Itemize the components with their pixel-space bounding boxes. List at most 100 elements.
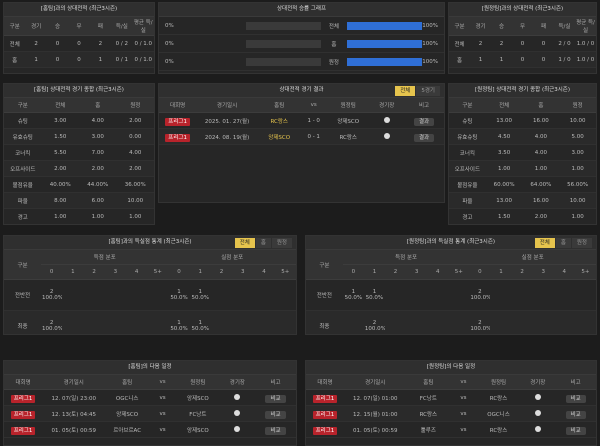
header-row: 구분 전체 홈 원정: [449, 98, 596, 113]
row: 슈팅 13.00 16.00 10.00: [449, 112, 596, 129]
cell: 0: [68, 35, 90, 52]
cell: 1.50: [41, 128, 79, 145]
panel-title: [홈팀]과의 득실점 통계 (최근3시즌) 전체 홈 원정: [4, 236, 296, 250]
column-header: 구분: [449, 17, 470, 36]
cell: [219, 389, 256, 406]
sub-header: 5+: [448, 264, 470, 280]
title-text: [홈팀]과의 득실점 통계 (최근3시즌): [108, 239, 192, 245]
cell: 볼점유율: [449, 176, 486, 193]
away-team: 앙제SCO: [326, 112, 370, 129]
cell: 2.00: [522, 208, 560, 224]
graph-row: 0% 전체 100%: [159, 17, 444, 35]
row: 프리그1 12. 07(일) 23:00 OGC니스 vs 앙제SCO 비교: [4, 389, 296, 406]
note-button[interactable]: 결과: [413, 117, 435, 126]
row: 프리그1 12. 13(토) 04:45 앙제SCO vs FC낭트 비교: [4, 405, 296, 422]
sub-header: 3: [532, 264, 554, 280]
league-badge: 프리그1: [165, 117, 190, 126]
stadium-icon: [534, 426, 541, 433]
sub-header: 2: [83, 264, 105, 280]
percent: 100.0%: [470, 295, 491, 301]
cell: 전체: [449, 35, 470, 52]
cell: [210, 310, 233, 334]
cell: 프리그1: [306, 421, 344, 438]
vs: vs: [450, 389, 477, 406]
tbody: 전반전 1 50.0% 1 50.0% 2 100.0% 최종 2 100.0% 2 100.0%: [306, 279, 596, 334]
sub-header: 0: [41, 264, 63, 280]
tab[interactable]: 원정: [271, 238, 292, 248]
row: 오프사이드 1.00 1.00 1.00: [449, 160, 596, 177]
panel-title: 상대전적 경기 결과 전체 5경기: [159, 84, 444, 98]
cell: 10.00: [559, 112, 596, 129]
cell: [104, 310, 126, 334]
cell: 원정: [449, 67, 470, 73]
cell: 4.00: [522, 128, 560, 145]
cell: [104, 279, 126, 311]
cell: 프리그1: [159, 112, 197, 129]
cell: 0: [533, 67, 554, 73]
away-team: FC낭트: [176, 405, 220, 422]
note-button[interactable]: 비교: [565, 394, 586, 403]
note-button[interactable]: 비교: [265, 426, 286, 435]
bar-track: [245, 57, 322, 66]
note-button[interactable]: 비교: [565, 426, 586, 435]
cell: 결과: [404, 128, 444, 145]
cell: 1: [491, 51, 512, 68]
date: 12. 15(월) 01:00: [343, 405, 407, 422]
sub-header: 1: [363, 264, 385, 280]
column-header: 원정팀: [176, 375, 220, 390]
bar: [346, 57, 423, 66]
note-button[interactable]: 비교: [565, 410, 586, 419]
cell: [553, 279, 575, 311]
cell: 2.00: [116, 112, 154, 129]
note-button[interactable]: 결과: [413, 133, 435, 142]
league-badge: 프리그1: [312, 426, 338, 435]
title-text: [원정팀]의 다음 일정: [426, 364, 476, 370]
cell: 1 50.0%: [168, 279, 190, 311]
cell: -: [559, 225, 596, 226]
row-label: 홈: [331, 41, 337, 48]
column-header: 비고: [404, 98, 444, 113]
league-badge: 프리그1: [312, 410, 338, 419]
tab[interactable]: 홈: [255, 238, 271, 248]
score: 1 - 0: [300, 112, 327, 129]
cell: [274, 310, 296, 334]
percent: 100.0%: [364, 326, 385, 332]
cell: 2 100.0%: [41, 279, 63, 311]
cell: 0 / 1.0: [132, 67, 154, 73]
tab[interactable]: 원정: [571, 238, 592, 248]
tab[interactable]: 홈: [555, 238, 571, 248]
cell: 유효슈팅: [449, 128, 486, 145]
count: 2: [372, 320, 377, 326]
title-text: 상대전적 경기 결과: [279, 87, 324, 93]
count: 1: [198, 289, 203, 295]
note-button[interactable]: 비교: [265, 394, 286, 403]
cell: 0 / 2: [111, 35, 133, 52]
cell: [83, 310, 105, 334]
note-button[interactable]: 비교: [265, 410, 286, 419]
cell: 홈: [449, 51, 470, 68]
cell: 0: [533, 51, 554, 68]
tab[interactable]: 전체: [534, 238, 555, 248]
tbody: 전반전 2 100.0% 1 50.0% 1 50.0% 최종 2 100.0% 1 50.0% 1 50…: [4, 279, 296, 334]
column-header: 경기장: [520, 375, 556, 390]
panel-title: [원정팀]의 다음 일정: [306, 361, 596, 375]
cell: [342, 310, 364, 334]
tab[interactable]: 전체: [234, 238, 255, 248]
title-text: [원정팀]과의 상대전적 (최근3시즌): [481, 6, 564, 12]
cell: 1 50.0%: [168, 310, 190, 334]
vs: vs: [149, 405, 176, 422]
cell: 60.00%: [485, 176, 523, 193]
column-header: vs: [149, 375, 176, 390]
panel-title: [홈팀]과의 상대전적 (최근3시즌): [4, 3, 154, 17]
cell: 1: [470, 51, 491, 68]
away-team: RC랑스: [476, 421, 521, 438]
tab[interactable]: 5경기: [416, 86, 440, 96]
column-header: 원정: [116, 98, 154, 113]
cell: 2 100.0%: [363, 310, 385, 334]
tab[interactable]: 전체: [395, 86, 416, 96]
table: 대회명 경기일시 홈팀 vs 원정팀 경기장 비고 프리그1 12. 07(일) 23:00 OG…: [4, 375, 296, 438]
column-header: 구분: [4, 17, 26, 36]
cell: 0 / 1: [111, 51, 133, 68]
